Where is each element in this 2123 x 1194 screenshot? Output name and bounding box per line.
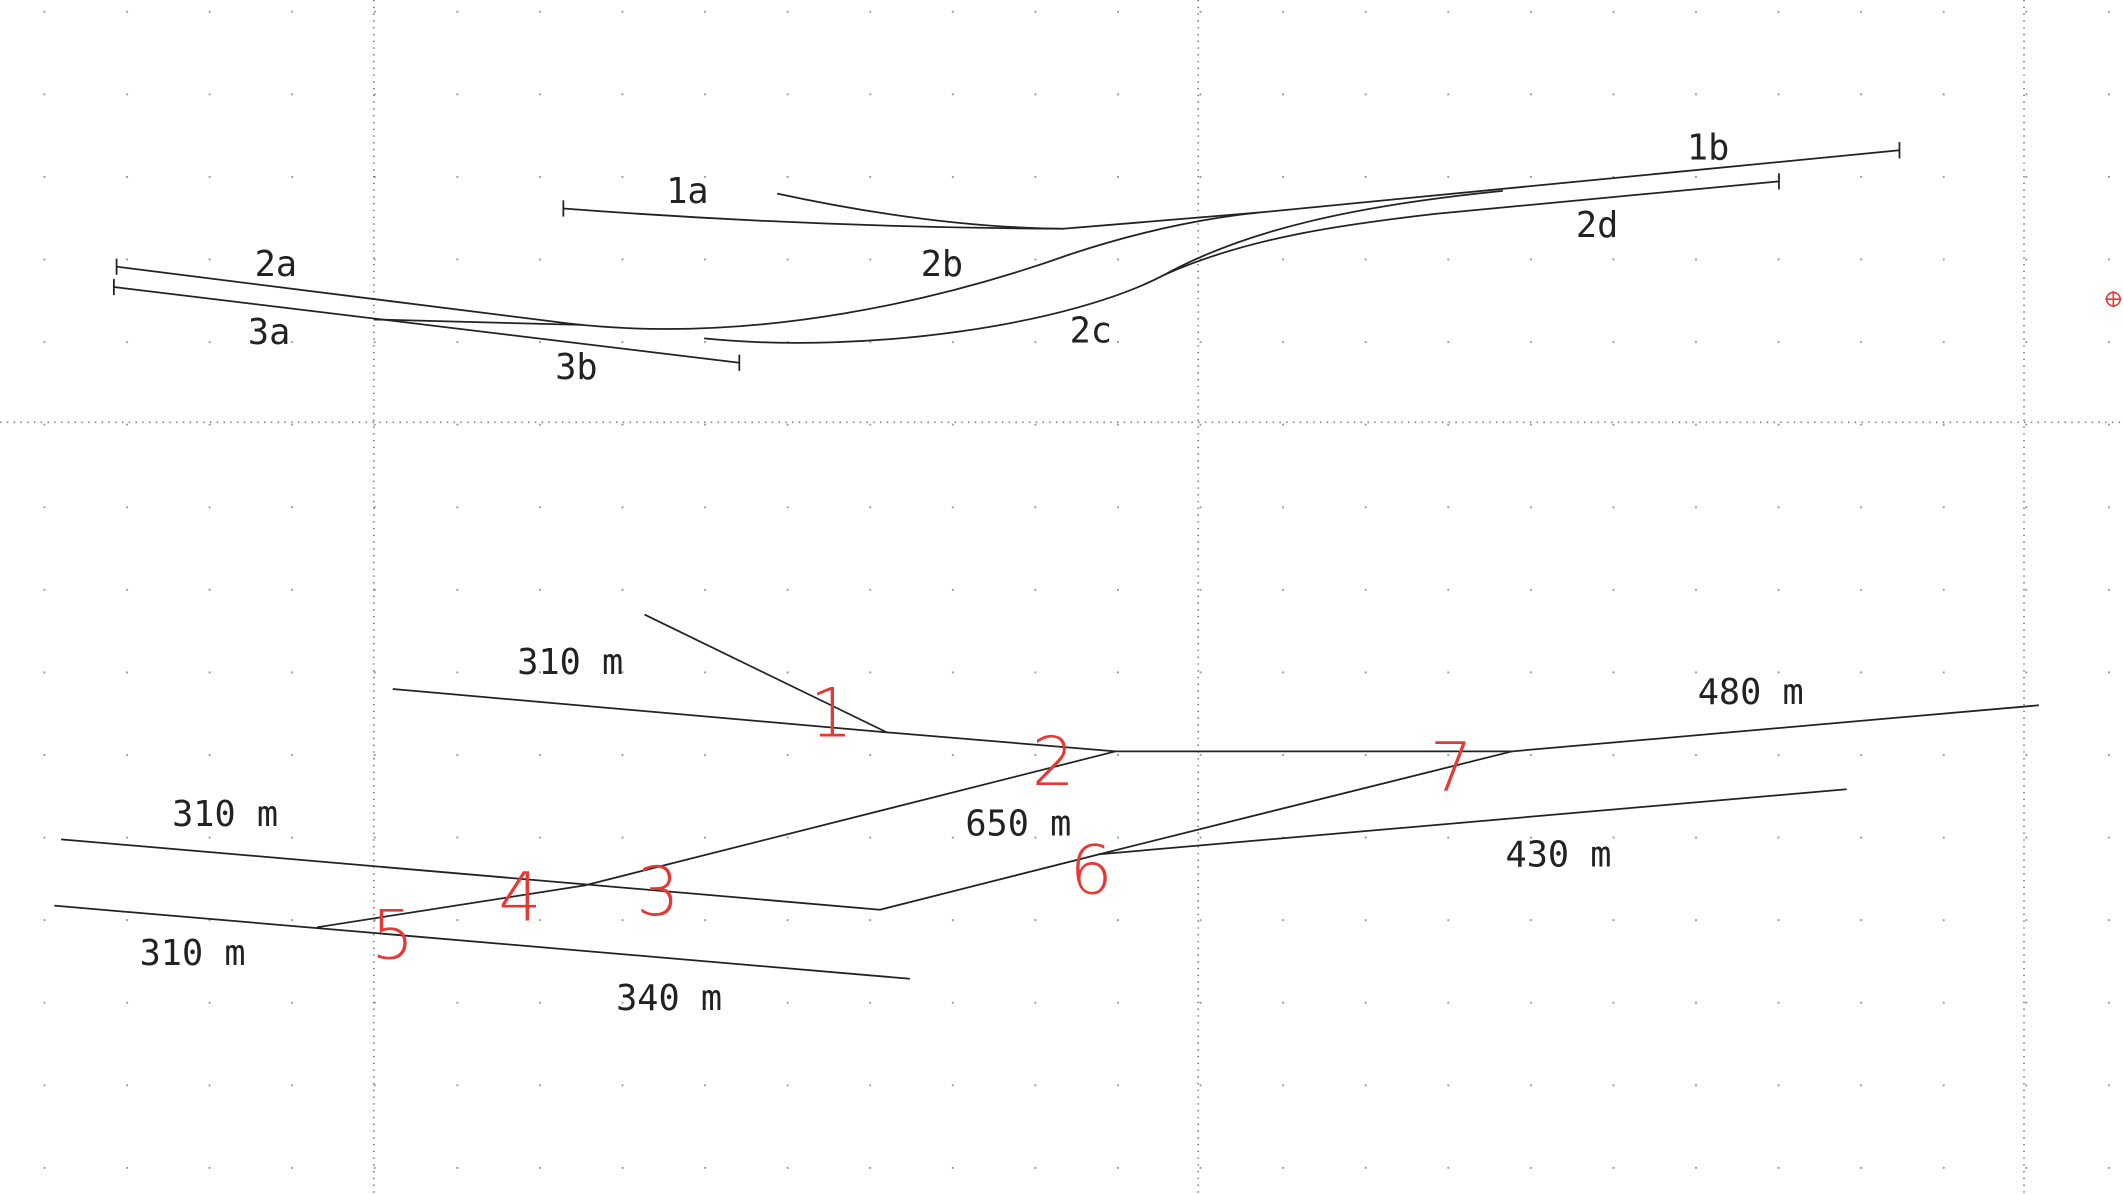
switch-number: 6 xyxy=(1070,830,1113,909)
track-label: 1b xyxy=(1687,128,1729,169)
length-label: 310 m xyxy=(172,794,278,835)
length-label: 310 m xyxy=(517,642,623,683)
switch-number: 5 xyxy=(371,895,414,974)
switch-number: 3 xyxy=(636,852,679,931)
length-label: 430 m xyxy=(1506,834,1612,875)
switch-number: 2 xyxy=(1032,722,1075,801)
length-label: 480 m xyxy=(1698,672,1804,713)
switch-number: 7 xyxy=(1430,728,1473,807)
switch-numbers: 1 2 3 4 5 6 7 xyxy=(371,673,1473,974)
length-label: 340 m xyxy=(616,978,722,1019)
switch-number: 1 xyxy=(810,673,853,752)
marker xyxy=(2105,291,2122,308)
track-label: 3b xyxy=(555,347,597,388)
track-label: 2c xyxy=(1070,310,1112,351)
top-tracks xyxy=(113,142,1901,371)
switch-number: 4 xyxy=(498,858,541,937)
track-label: 2d xyxy=(1576,205,1618,246)
track-label: 2b xyxy=(921,244,963,285)
bottom-tracks xyxy=(54,613,2039,980)
length-label: 650 m xyxy=(965,803,1071,844)
track-label: 1a xyxy=(666,171,708,212)
length-label: 310 m xyxy=(140,933,246,974)
track-label: 2a xyxy=(255,244,297,285)
track-label: 3a xyxy=(248,312,290,353)
top-labels: 1a 1b 2a 2b 2c 2d 3a 3b xyxy=(248,128,1729,388)
length-labels: 310 m 310 m 310 m 340 m 650 m 480 m 430 … xyxy=(140,642,1804,1019)
